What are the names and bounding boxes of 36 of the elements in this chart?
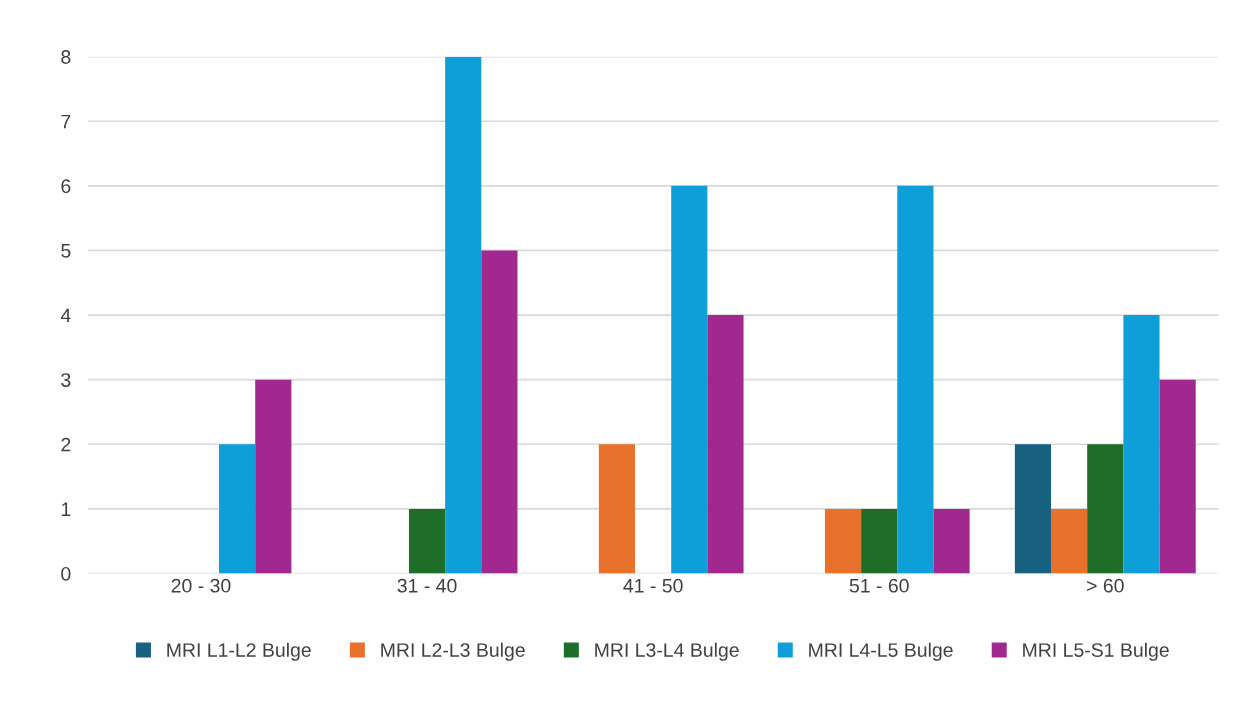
bar xyxy=(671,185,708,574)
legend-label: MRI L3-L4 Bulge xyxy=(595,642,739,661)
x-tick-label: 20 - 30 xyxy=(171,578,231,593)
legend-label: MRI L1-L2 Bulge xyxy=(167,642,311,661)
y-tick-label: 2 xyxy=(61,437,71,452)
legend-label: MRI L4-L5 Bulge xyxy=(809,642,953,661)
bar xyxy=(1051,508,1088,574)
bar xyxy=(861,508,898,574)
bar xyxy=(481,250,518,574)
y-tick-label: 7 xyxy=(61,114,71,129)
x-tick-label: > 60 xyxy=(1087,578,1124,593)
y-tick-label: 5 xyxy=(61,244,71,258)
bar xyxy=(1087,444,1124,574)
bar xyxy=(1123,315,1160,574)
bar xyxy=(824,508,862,574)
bar xyxy=(933,508,970,574)
legend-label: MRI L2-L3 Bulge xyxy=(381,642,525,661)
x-tick-label: 51 - 60 xyxy=(849,578,909,593)
bar xyxy=(255,379,292,574)
x-tick-label: 41 - 50 xyxy=(623,578,683,593)
y-tick-label: 0 xyxy=(61,566,71,581)
bar xyxy=(1014,444,1052,574)
bar xyxy=(445,56,482,574)
bar xyxy=(1159,379,1196,574)
bar xyxy=(897,185,934,574)
bar xyxy=(598,444,636,574)
y-tick-label: 3 xyxy=(61,373,71,387)
bar xyxy=(219,444,256,574)
legend-label: MRI L5-S1 Bulge xyxy=(1023,642,1169,661)
bar xyxy=(408,508,446,574)
bar xyxy=(707,315,744,574)
y-tick-label: 8 xyxy=(61,50,71,64)
y-tick-label: 4 xyxy=(60,308,71,323)
x-tick-label: 31 - 40 xyxy=(397,578,457,593)
y-tick-label: 6 xyxy=(61,179,71,194)
y-tick-label: 1 xyxy=(61,502,71,516)
